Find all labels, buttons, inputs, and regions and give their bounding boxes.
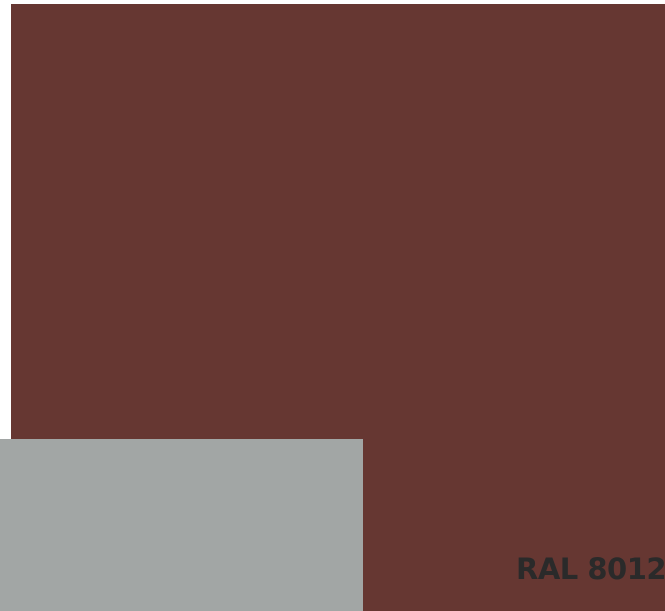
grey-color-swatch <box>0 439 363 611</box>
ral-code-label: RAL 8012 <box>516 552 665 586</box>
